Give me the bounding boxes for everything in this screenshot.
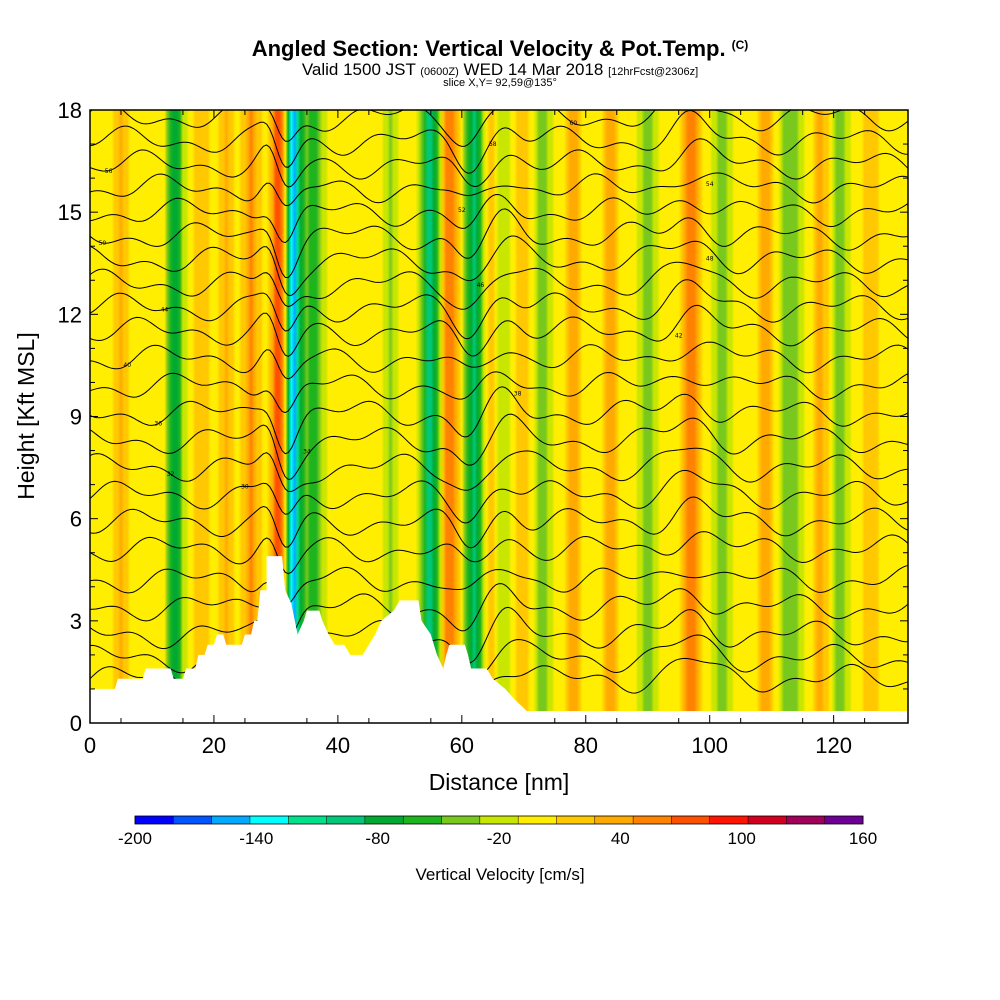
contour-label: 30 [241,484,249,491]
chart-subtitle: Valid 1500 JST (0600Z) WED 14 Mar 2018 [… [0,60,1000,80]
contour-label: 60 [570,120,578,127]
utc-time: (0600Z) [420,66,459,78]
colorbar-segment [748,816,787,824]
contour-label: 58 [489,141,497,148]
colorbar-segment [786,816,825,824]
slice-info: slice X,Y= 92,59@135° [443,77,557,89]
colorbar-segment [441,816,481,824]
theta-contour [90,261,908,310]
theta-contour [90,110,908,147]
x-tick-label: 80 [574,733,598,758]
contour-label: 44 [161,306,169,313]
colorbar-segment [518,816,557,824]
x-tick-label: 120 [815,733,852,758]
valid-time: Valid 1500 JST [301,60,416,79]
contour-label: 56 [105,168,113,175]
x-tick-label: 100 [691,733,728,758]
forecast-info: [12hrFcst@2306z] [608,66,699,78]
colorbar-tick-label: 40 [611,829,630,848]
theta-contour [90,235,908,296]
colorbar-segment [479,816,519,824]
theta-contour [90,172,908,207]
colorbar-segment [173,816,212,824]
contour-label: 50 [99,240,107,247]
theta-contours: 30 32 34 36 38 40 42 44 46 48 50 52 54 56 58 60 [90,110,908,704]
theta-contour [90,469,908,524]
theta-contour [90,447,908,493]
colorbar-segment [326,816,366,824]
colorbar-tick-label: -20 [487,829,512,848]
y-tick-label: 0 [70,711,82,736]
contour-label: 42 [675,332,683,339]
colorbar-segment [249,816,289,824]
theta-contour [90,304,908,357]
contour-label: 34 [303,449,311,456]
contour-label: 38 [514,390,522,397]
theta-contour [90,138,908,188]
colorbar-segment [824,816,864,824]
theta-contour [90,531,908,575]
colorbar-tick-label: -140 [239,829,273,848]
colorbar-tick-label: 160 [849,829,877,848]
terrain [90,556,908,723]
y-tick-label: 12 [58,302,82,327]
colorbar-segment [556,816,596,824]
theta-contour [90,193,908,244]
x-tick-label: 20 [202,733,226,758]
theta-contour [90,279,908,340]
colorbar-segment [671,816,711,824]
colorbar-segment [211,816,251,824]
theta-contour [90,606,908,676]
theta-contour [90,565,908,606]
theta-contour [90,341,908,380]
y-tick-label: 18 [58,98,82,123]
colorbar-tick-label: -200 [118,829,152,848]
contour-label: 48 [706,256,714,263]
colorbar: -200 -140 -80 -20 40 100 160 [118,815,877,848]
colorbar-segment [364,816,404,824]
velocity-field: 30 32 34 36 38 40 42 44 46 48 50 52 54 56 58 60 [90,110,908,723]
colorbar-tick-label: 100 [728,829,756,848]
colorbar-segment [288,816,327,824]
field-columns [90,110,908,723]
x-tick-label: 0 [84,733,96,758]
y-tick-label: 9 [70,405,82,430]
theta-contour [90,496,908,549]
y-tick-label: 6 [70,507,82,532]
colorbar-tick-label: -80 [365,829,390,848]
contour-label: 36 [154,421,162,428]
theta-contour [90,386,908,455]
colorbar-segment [594,816,634,824]
contour-label: 52 [458,207,466,214]
contour-label: 40 [123,362,131,369]
y-tick-label: 15 [58,200,82,225]
theta-contour [90,110,908,174]
contour-label: 54 [706,181,714,188]
theta-contour [90,208,908,279]
theta-contour [90,413,908,481]
valid-date: WED 14 Mar 2018 [463,60,604,79]
colorbar-segment [403,816,442,824]
chart-title: Angled Section: Vertical Velocity & Pot.… [251,36,749,61]
x-tick-label: 60 [450,733,474,758]
title-mark: (C) [731,38,749,52]
colorbar-title: Vertical Velocity [cm/s] [415,865,584,884]
colorbar-segment [709,816,749,824]
contour-label: 32 [167,471,175,478]
x-tick-label: 40 [326,733,350,758]
x-axis-title: Distance [nm] [429,769,570,795]
y-tick-label: 3 [70,609,82,634]
y-axis-title: Height [Kft MSL] [13,332,39,499]
contour-label: 46 [477,282,485,289]
colorbar-segment [633,816,672,824]
theta-contour [90,371,908,414]
colorbar-segment [135,816,174,824]
theta-contour [90,583,908,646]
